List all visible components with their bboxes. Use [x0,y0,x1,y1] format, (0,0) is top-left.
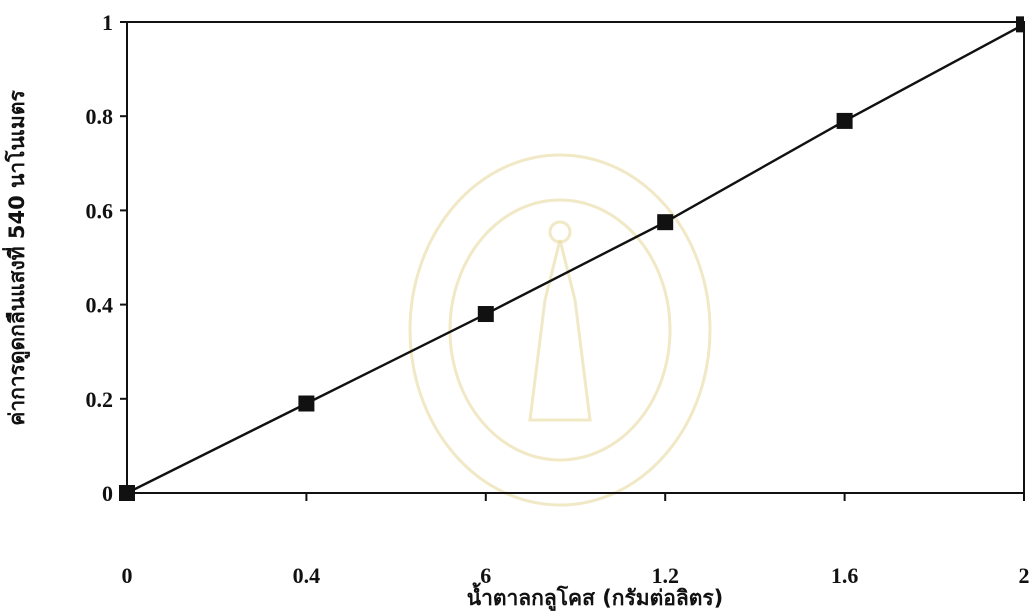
data-point-marker [836,112,853,129]
x-tick-label: 1.6 [831,563,859,588]
x-axis-title: น้ำตาลกลูโคส (กรัมต่อลิตร) [467,582,724,612]
data-point-marker [477,306,494,323]
y-tick-label: 0.4 [86,293,114,318]
x-axis: 0 0.4 6 1.2 1.6 2 [122,493,1030,588]
x-tick-label: 0 [122,563,133,588]
x-tick-label: 1.2 [651,563,679,588]
x-tick-label: 6 [480,563,491,588]
y-tick-label: 0 [102,481,113,506]
x-tick-label: 0.4 [293,563,321,588]
y-tick-label: 0.6 [86,198,114,223]
data-point-marker [119,485,135,501]
data-point-marker [298,395,315,412]
y-tick-label: 0.2 [86,387,114,412]
x-tick-label: 2 [1019,563,1030,588]
seal-emblem-icon [408,153,712,507]
y-axis-title: ค่าการดูดกลืนแสงที่ 540 นาโนเมตร [1,90,31,426]
series-line [126,23,1025,495]
data-point-marker [657,214,674,231]
series-layer [119,16,1025,501]
y-axis: 0 0.2 0.4 0.6 0.8 1 [86,10,127,506]
data-point-marker [1016,16,1024,33]
y-tick-label: 1 [102,10,113,35]
y-tick-label: 0.8 [86,104,114,129]
plot-frame [126,21,1025,494]
